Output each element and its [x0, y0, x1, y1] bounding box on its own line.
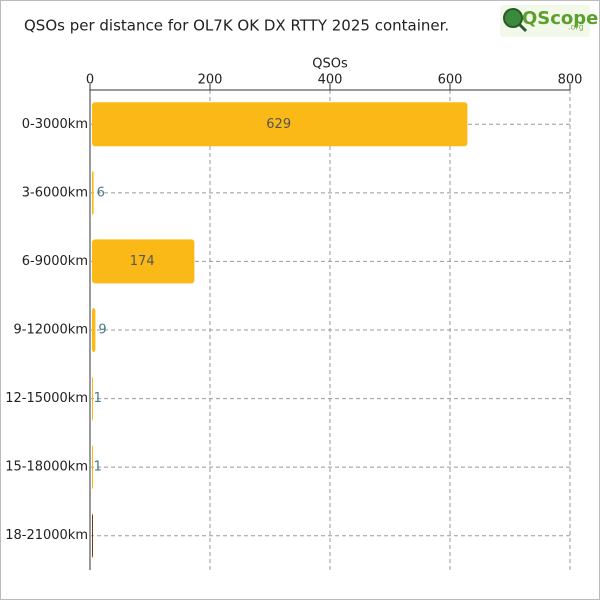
x-axis-label: QSOs [312, 57, 348, 72]
y-tick-label: 6-9000km [22, 254, 88, 269]
data-label: 1 [94, 391, 102, 406]
data-label: 6 [97, 185, 105, 200]
logo-text: QScope [522, 8, 598, 29]
data-label: 1 [94, 460, 102, 475]
data-label: 629 [266, 117, 291, 132]
y-tick-label: 18-21000km [5, 528, 88, 543]
chart-title: QSOs per distance for OL7K OK DX RTTY 20… [24, 17, 449, 35]
y-tick-label: 3-6000km [22, 185, 88, 200]
bar [92, 513, 93, 558]
x-tick-label: 400 [318, 73, 343, 88]
y-tick-label: 15-18000km [5, 460, 88, 475]
y-tick-label: 0-3000km [22, 117, 88, 132]
data-label: 174 [130, 254, 155, 269]
x-tick-label: 0 [86, 73, 94, 88]
bar [92, 308, 96, 352]
logo-suffix: .org [568, 23, 584, 32]
bar [92, 239, 195, 284]
bar [92, 376, 93, 421]
bar [92, 170, 94, 215]
bar [92, 102, 468, 147]
x-tick-label: 800 [558, 73, 583, 88]
y-tick-label: 9-12000km [13, 323, 88, 338]
data-label: 9 [98, 323, 106, 338]
bar [92, 445, 93, 490]
logo-handle [517, 22, 528, 33]
x-tick-label: 600 [438, 73, 463, 88]
logo-icon [503, 8, 523, 28]
y-tick-label: 12-15000km [5, 391, 88, 406]
x-tick-label: 200 [198, 73, 223, 88]
